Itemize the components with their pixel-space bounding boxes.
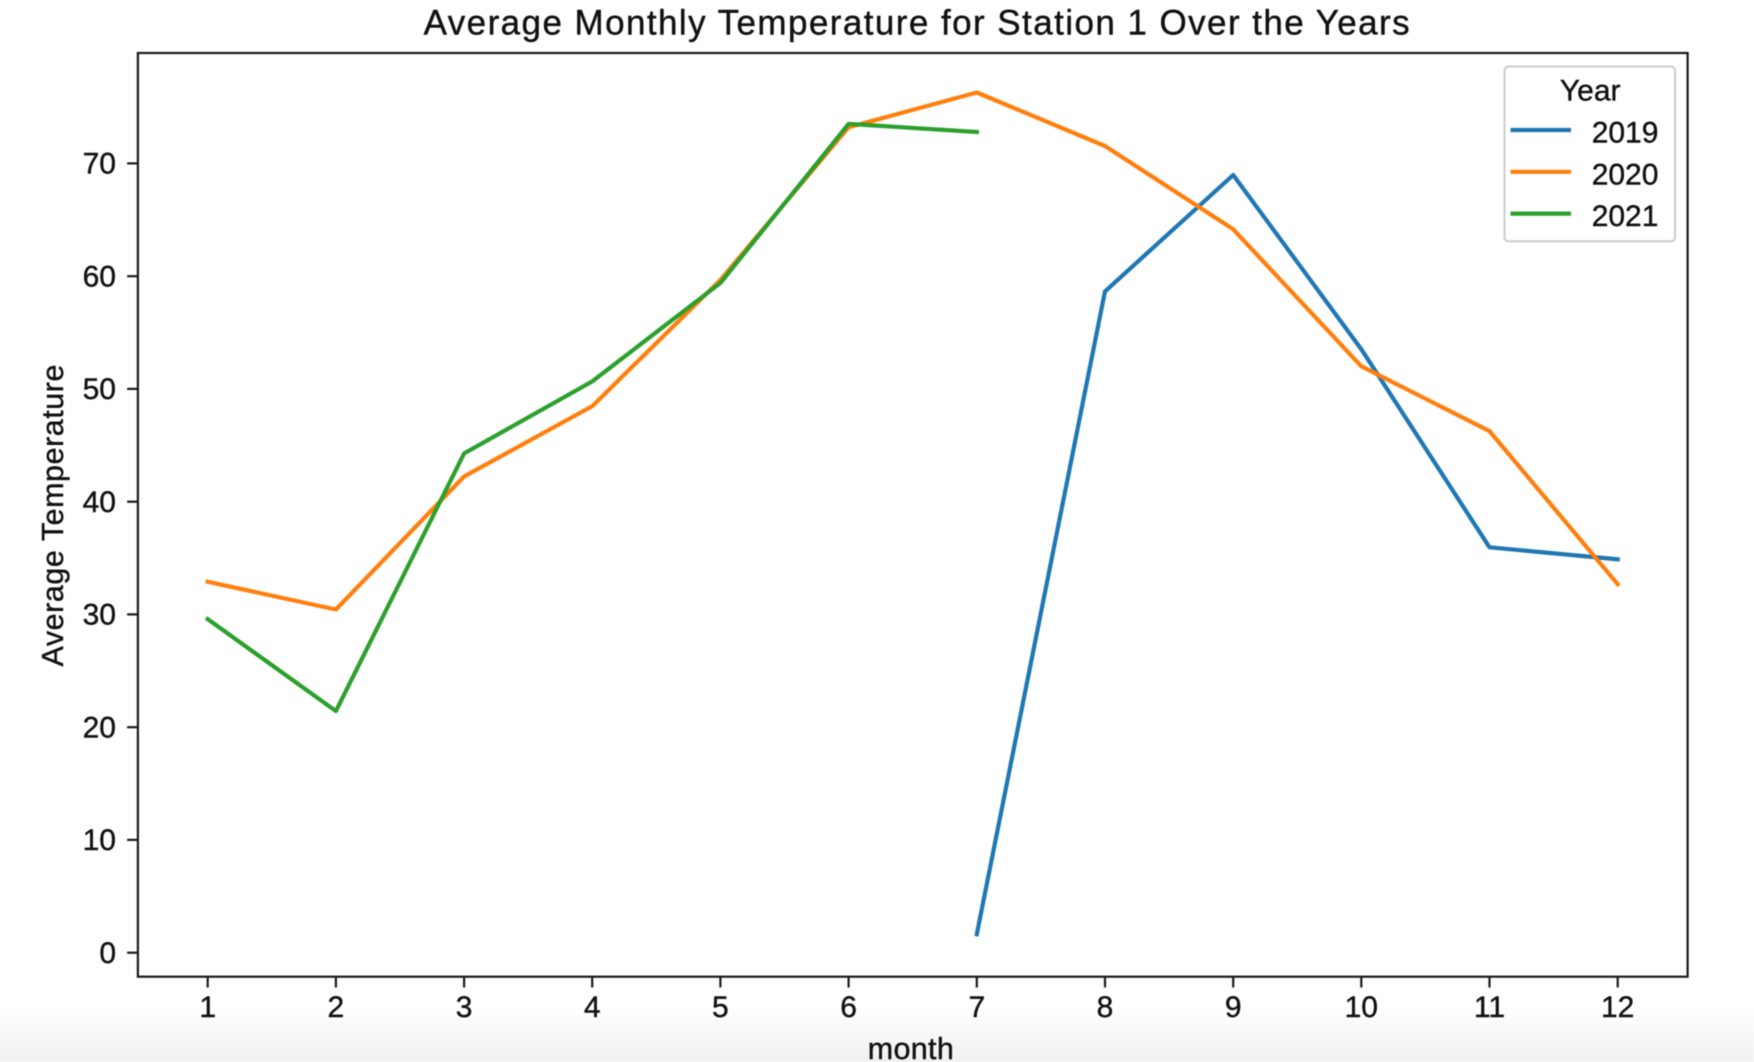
svg-text:Year: Year bbox=[1560, 74, 1621, 107]
svg-text:0: 0 bbox=[99, 937, 116, 970]
svg-text:9: 9 bbox=[1225, 991, 1242, 1024]
svg-text:12: 12 bbox=[1601, 991, 1634, 1024]
svg-text:2021: 2021 bbox=[1592, 200, 1659, 233]
svg-text:2: 2 bbox=[328, 991, 345, 1024]
svg-text:6: 6 bbox=[840, 991, 857, 1024]
svg-text:8: 8 bbox=[1097, 991, 1114, 1024]
svg-text:40: 40 bbox=[83, 486, 116, 519]
svg-text:2020: 2020 bbox=[1592, 158, 1659, 191]
svg-text:7: 7 bbox=[968, 991, 985, 1024]
svg-text:2019: 2019 bbox=[1592, 117, 1659, 150]
svg-text:5: 5 bbox=[712, 991, 729, 1024]
svg-text:30: 30 bbox=[83, 599, 116, 632]
svg-text:Average Monthly Temperature fo: Average Monthly Temperature for Station … bbox=[424, 3, 1410, 42]
svg-text:60: 60 bbox=[83, 261, 116, 294]
svg-text:month: month bbox=[868, 1032, 954, 1062]
svg-text:70: 70 bbox=[83, 148, 116, 181]
svg-text:50: 50 bbox=[83, 373, 116, 406]
svg-text:10: 10 bbox=[1345, 991, 1378, 1024]
svg-text:4: 4 bbox=[584, 991, 601, 1024]
svg-text:1: 1 bbox=[199, 991, 216, 1024]
svg-text:3: 3 bbox=[456, 991, 473, 1024]
svg-text:10: 10 bbox=[83, 824, 116, 857]
svg-text:11: 11 bbox=[1474, 991, 1505, 1024]
svg-text:20: 20 bbox=[83, 712, 116, 745]
svg-text:Average Temperature: Average Temperature bbox=[36, 365, 70, 667]
